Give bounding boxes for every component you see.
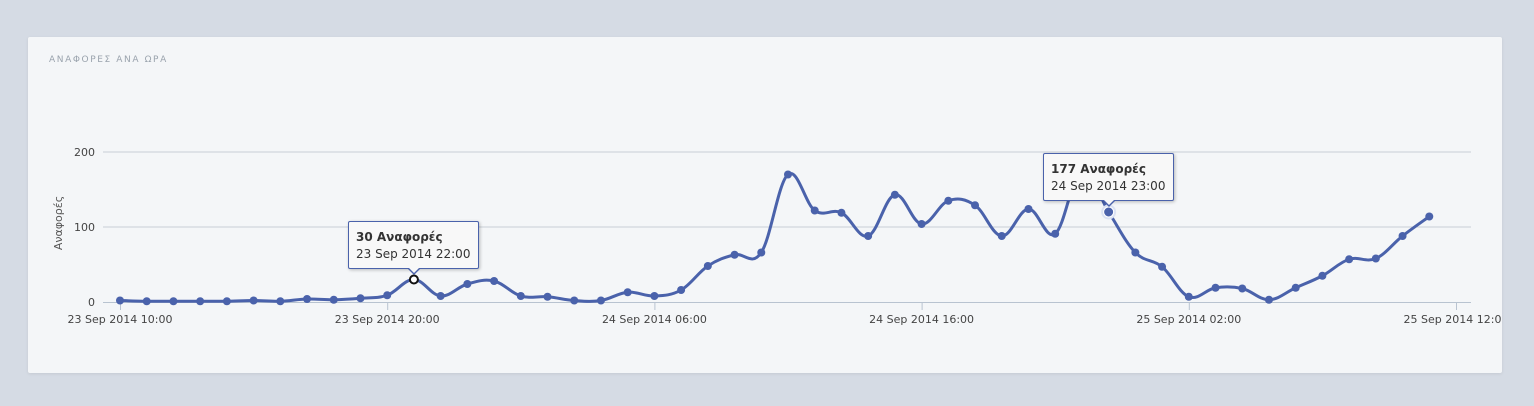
- tooltip-date: 24 Sep 2014 23:00: [1051, 179, 1166, 193]
- data-point: [971, 201, 980, 210]
- data-point: [890, 190, 899, 199]
- data-point: [677, 286, 686, 294]
- data-point: [596, 296, 605, 305]
- data-point: [784, 170, 792, 179]
- data-point: [997, 232, 1006, 240]
- x-tick-label: 25 Sep 2014 12:00: [1404, 313, 1502, 326]
- tooltip-pointer-fill: [1102, 199, 1115, 205]
- data-tooltip: 30 Αναφορές 23 Sep 2014 22:00: [348, 221, 480, 275]
- data-point: [1158, 262, 1167, 271]
- data-point: [329, 295, 338, 304]
- series-line: [118, 167, 1431, 303]
- data-point: [383, 291, 392, 300]
- y-axis-title: Αναφορές: [52, 196, 65, 250]
- data-point: [944, 196, 953, 205]
- y-tick-label: 0: [88, 296, 95, 309]
- data-point: [116, 296, 124, 305]
- tooltip-count: 30 Αναφορές: [356, 230, 443, 244]
- data-point: [757, 248, 766, 257]
- y-tick-label: 100: [74, 221, 95, 234]
- data-point: [570, 296, 579, 305]
- data-point: [1398, 232, 1407, 240]
- data-point: [1264, 295, 1273, 304]
- data-point: [650, 292, 659, 300]
- x-tick-label: 25 Sep 2014 02:00: [1136, 313, 1241, 326]
- data-point: [864, 232, 873, 240]
- data-point: [356, 294, 365, 303]
- data-point: [169, 297, 178, 306]
- data-point: [222, 297, 231, 306]
- data-tooltip: 177 Αναφορές 24 Sep 2014 23:00: [1043, 153, 1175, 207]
- x-tick-label: 23 Sep 2014 10:00: [68, 313, 173, 326]
- data-point: [1184, 292, 1193, 301]
- data-point: [837, 208, 846, 217]
- tooltip-count: 177 Αναφορές: [1051, 162, 1146, 176]
- data-point-highlight: [1103, 206, 1115, 218]
- data-point: [276, 297, 285, 306]
- data-point: [810, 206, 819, 215]
- data-point: [543, 292, 552, 301]
- data-point: [1345, 255, 1354, 264]
- data-point: [1211, 283, 1220, 292]
- data-point: [730, 250, 739, 259]
- data-point: [490, 277, 499, 285]
- data-point: [1024, 205, 1033, 213]
- data-point: [1371, 254, 1380, 263]
- data-point: [436, 292, 445, 300]
- x-tick-label: 24 Sep 2014 06:00: [602, 313, 707, 326]
- data-point: [463, 280, 472, 288]
- tooltip-pointer-fill: [407, 267, 420, 273]
- data-point: [703, 262, 712, 270]
- tooltip-date: 23 Sep 2014 22:00: [356, 247, 471, 261]
- x-tick-label: 23 Sep 2014 20:00: [335, 313, 440, 326]
- data-point: [1051, 229, 1060, 238]
- data-point: [1318, 271, 1327, 280]
- data-point: [1131, 248, 1140, 257]
- data-point-highlight: [408, 274, 419, 285]
- data-point: [249, 296, 258, 305]
- line-chart: 0 100 200 Αναφορές 23 Sep 2014 10:00 23 Sep 2…: [52, 146, 1502, 326]
- data-point: [1291, 283, 1300, 292]
- chart-title: ΑΝΑΦΟΡΕΣ ΑΝΑ ΩΡΑ: [49, 55, 168, 65]
- data-point: [303, 295, 312, 303]
- chart-card: ΑΝΑΦΟΡΕΣ ΑΝΑ ΩΡΑ 0 100 200 Αναφορές 23 Sep 2…: [28, 37, 1502, 373]
- data-point: [1425, 212, 1434, 221]
- y-tick-label: 200: [74, 146, 95, 159]
- data-point: [623, 288, 632, 297]
- data-point: [196, 297, 205, 306]
- data-point: [917, 220, 926, 228]
- data-point: [516, 292, 525, 300]
- x-tick-label: 24 Sep 2014 16:00: [869, 313, 974, 326]
- data-point: [1238, 284, 1247, 293]
- data-point: [142, 297, 151, 306]
